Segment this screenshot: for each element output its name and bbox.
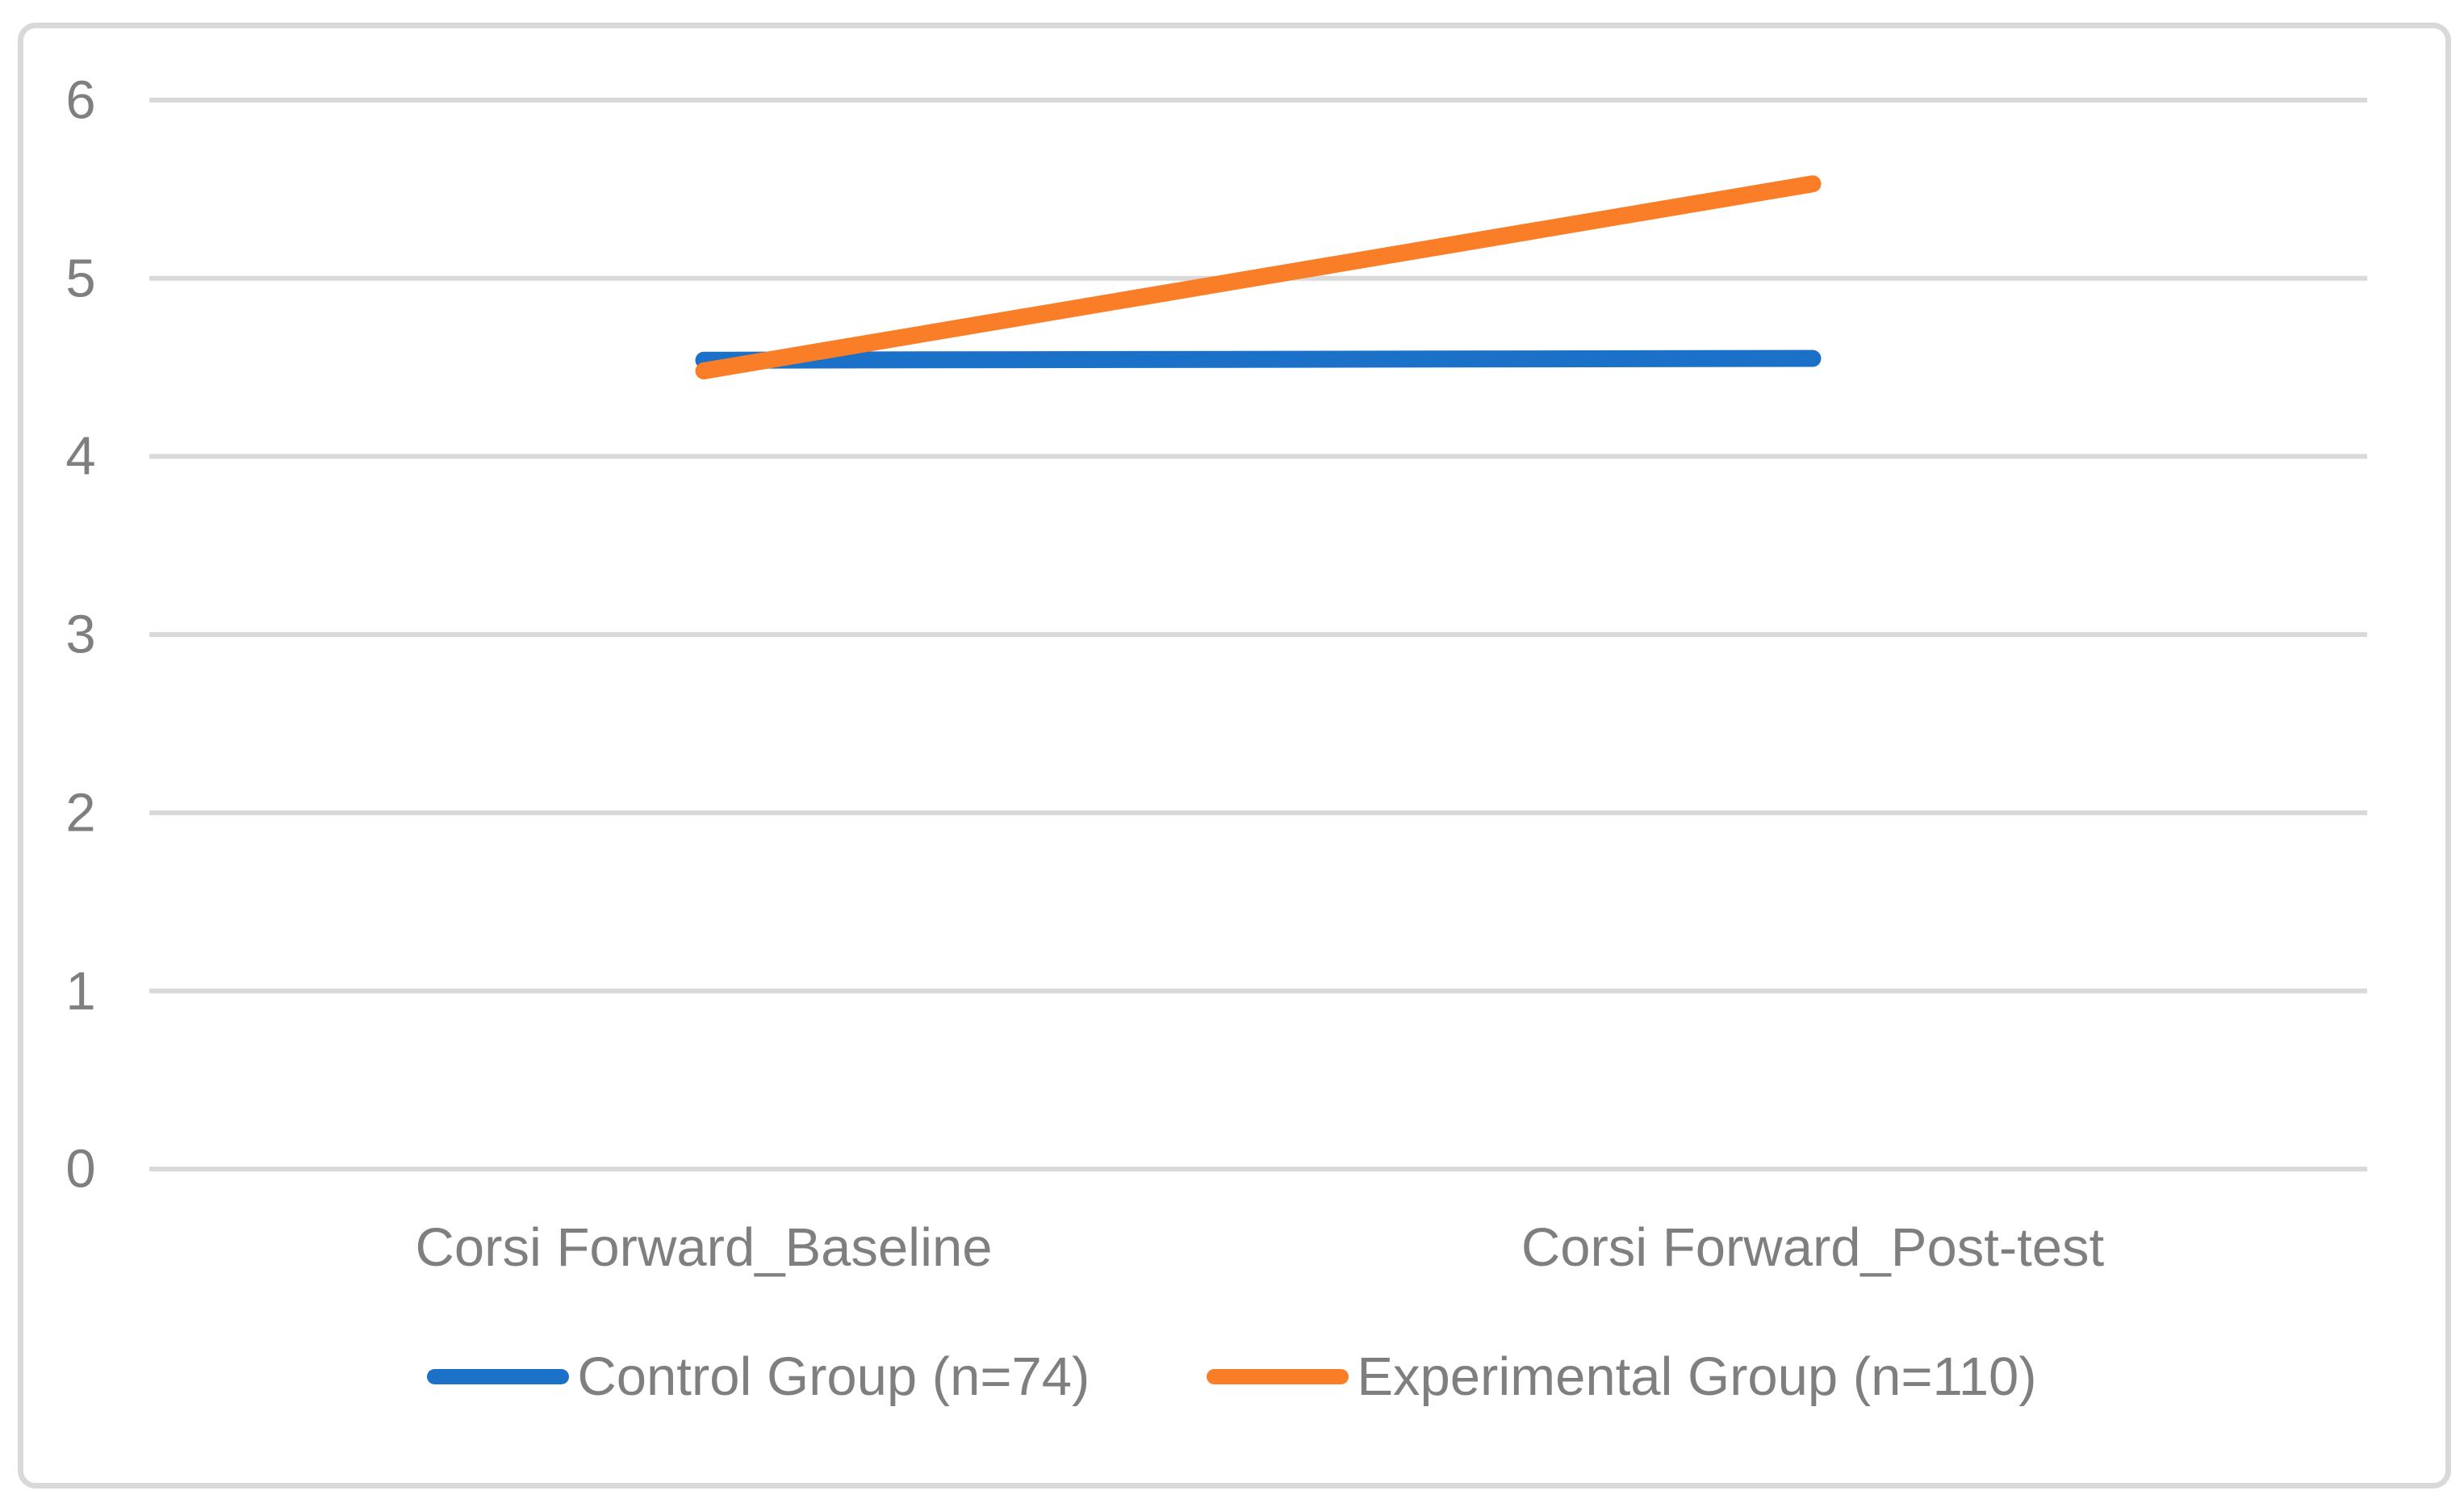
legend-label-control-group: Control Group (n=74) <box>577 1346 1090 1407</box>
series-line-control-group <box>695 350 1822 369</box>
y-tick-label-6: 6 <box>65 69 96 131</box>
legend: Control Group (n=74) Experimental Group … <box>0 1350 2464 1404</box>
y-tick-label-2: 2 <box>65 782 96 844</box>
y-tick-label-1: 1 <box>65 961 96 1022</box>
legend-swatch-experimental-group <box>1207 1369 1349 1384</box>
chart-frame-border <box>18 23 2451 1489</box>
x-axis-label-post-test: Corsi Forward_Post-test <box>1521 1217 2105 1278</box>
y-tick-label-4: 4 <box>65 425 96 487</box>
legend-label-experimental-group: Experimental Group (n=110) <box>1357 1346 2037 1407</box>
y-tick-label-0: 0 <box>65 1138 96 1200</box>
y-tick-label-5: 5 <box>65 248 96 309</box>
x-axis-label-baseline: Corsi Forward_Baseline <box>415 1217 993 1278</box>
legend-item-control-group: Control Group (n=74) <box>427 1350 1090 1404</box>
series-line-experimental-group <box>695 175 1822 379</box>
y-tick-label-3: 3 <box>65 604 96 665</box>
legend-item-experimental-group: Experimental Group (n=110) <box>1207 1346 2037 1407</box>
legend-swatch-control-group <box>427 1369 570 1384</box>
